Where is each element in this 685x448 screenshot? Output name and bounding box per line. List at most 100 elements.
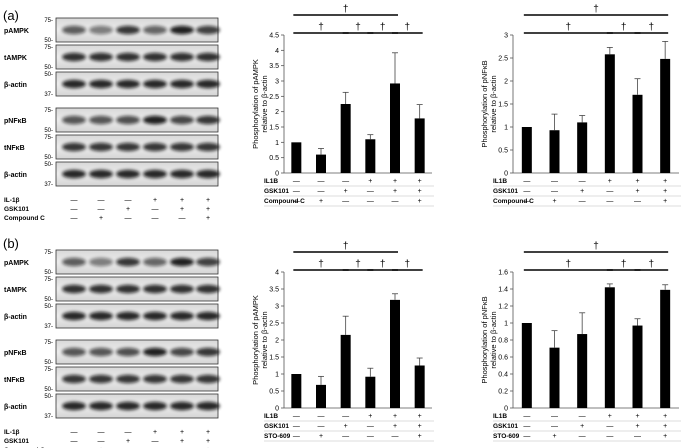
blot-band: [62, 401, 86, 411]
bar: [414, 118, 425, 173]
significance-dagger: †: [593, 241, 599, 252]
y-axis-title-line: relative to β-actin: [489, 311, 498, 368]
y-axis-title-line: Phosphorylation of pAMPK: [251, 59, 260, 149]
blot-band: [62, 311, 86, 321]
chart-condition-sign: +: [635, 188, 639, 195]
chart-condition-sign: +: [418, 413, 422, 420]
chart-condition-sign: —: [579, 413, 586, 420]
blot-condition-sign: —: [98, 197, 105, 204]
chart-condition-sign: +: [344, 423, 348, 430]
y-tick-label: 2.5: [269, 321, 279, 328]
blot-band: [143, 401, 167, 411]
chart-condition-sign: —: [342, 433, 349, 440]
y-tick-label: 1.5: [498, 102, 508, 109]
blot-band: [89, 311, 113, 321]
blot-band: [170, 52, 194, 62]
significance-dagger: †: [593, 4, 599, 15]
chart-condition-label: IL1B: [493, 413, 507, 420]
chart-condition-sign: —: [579, 198, 586, 205]
y-tick-label: 0: [504, 406, 508, 413]
blot-condition-sign: —: [71, 429, 78, 436]
y-tick-label: 1: [504, 321, 508, 328]
blot-marker-label: 37-: [44, 182, 53, 188]
blot-condition-sign: —: [71, 215, 78, 222]
blot-marker-label: 75-: [44, 367, 53, 373]
blot-condition-sign: —: [125, 197, 132, 204]
chart-condition-sign: —: [392, 198, 399, 205]
chart-condition-sign: +: [663, 433, 667, 440]
blot-band: [196, 284, 220, 294]
blot-condition-sign: +: [206, 206, 210, 213]
y-tick-label: 0.8: [498, 338, 508, 345]
blot-row-label: pNFκB: [4, 350, 27, 357]
blot-marker-label: 50-: [44, 162, 53, 168]
blot-condition-label: GSK101: [4, 438, 29, 445]
chart-condition-sign: +: [608, 413, 612, 420]
chart-condition-sign: —: [293, 423, 300, 430]
chart-condition-sign: +: [663, 188, 667, 195]
blot-band: [89, 257, 113, 267]
chart-condition-label: STO-609: [264, 433, 291, 440]
blot-band: [143, 284, 167, 294]
chart-condition-sign: +: [635, 178, 639, 185]
chart-condition-sign: +: [580, 188, 584, 195]
blot-condition-sign: +: [206, 197, 210, 204]
blot-band: [196, 79, 220, 89]
significance-dagger: †: [343, 4, 349, 15]
blot-band: [62, 257, 86, 267]
blot-condition-sign: —: [125, 429, 132, 436]
chart-condition-sign: —: [634, 198, 641, 205]
blot-marker-label: 75-: [44, 250, 53, 256]
bar: [632, 325, 643, 408]
chart-condition-sign: —: [367, 423, 374, 430]
blot-condition-sign: +: [126, 206, 130, 213]
bar-chart: 0 0.5 1 1.5 2 2.5 3 3.5 4 4.5 Phosphorylation of p…: [251, 4, 434, 207]
chart-condition-sign: +: [580, 423, 584, 430]
y-tick-label: 0.2: [498, 389, 508, 396]
chart-condition-label: Compound C: [264, 198, 305, 205]
y-tick-label: 2.5: [269, 94, 279, 101]
y-tick-label: 4.5: [269, 33, 279, 40]
blot-condition-sign: +: [206, 429, 210, 436]
y-axis-title-line: Phosphorylation of pAMPK: [251, 295, 260, 385]
chart-condition-sign: +: [663, 413, 667, 420]
y-tick-label: 3.5: [269, 63, 279, 70]
blot-band: [116, 142, 140, 152]
blot-band: [116, 169, 140, 179]
blot-condition-sign: —: [179, 215, 186, 222]
blot-band: [62, 169, 86, 179]
significance-dagger: †: [566, 22, 572, 33]
y-tick-label: 3: [275, 304, 279, 311]
blot-marker-label: 75-: [44, 135, 53, 141]
blot-condition-sign: +: [180, 197, 184, 204]
bar: [390, 83, 400, 173]
significance-dagger: †: [380, 22, 386, 33]
chart-condition-sign: —: [318, 178, 325, 185]
chart-condition-sign: +: [663, 198, 667, 205]
bar: [577, 334, 588, 408]
blot-band: [116, 79, 140, 89]
y-axis-title: Phosphorylation of pAMPKrelative to β-ac…: [251, 59, 269, 149]
blot-band: [62, 374, 86, 384]
bar: [340, 334, 351, 408]
blot-band: [62, 25, 86, 35]
blot-condition-label: GSK101: [4, 206, 29, 213]
bar-chart: 0 0.5 1 1.5 2 2.5 3 Phosphorylation of pNFκBrel…: [480, 4, 681, 207]
significance-dagger: †: [621, 259, 627, 270]
y-tick-label: 1.2: [498, 304, 508, 311]
chart-condition-sign: —: [342, 198, 349, 205]
blot-band: [143, 347, 167, 357]
blot-band: [62, 347, 86, 357]
chart-condition-sign: —: [392, 433, 399, 440]
significance-dagger: †: [343, 241, 349, 252]
y-tick-label: 4: [275, 270, 279, 277]
y-axis-title-line: Phosphorylation of pNFκB: [480, 296, 489, 383]
chart-condition-sign: +: [418, 178, 422, 185]
bar: [604, 54, 615, 173]
bar: [604, 287, 615, 408]
chart-condition-sign: +: [393, 188, 397, 195]
bar-chart: 0 0.2 0.4 0.6 0.8 1 1.2 1.4 1.6 Phosphorylation o…: [480, 241, 681, 442]
chart-condition-label: GSK101: [264, 423, 289, 430]
blot-band: [116, 257, 140, 267]
blot-marker-label: 50-: [44, 128, 53, 134]
